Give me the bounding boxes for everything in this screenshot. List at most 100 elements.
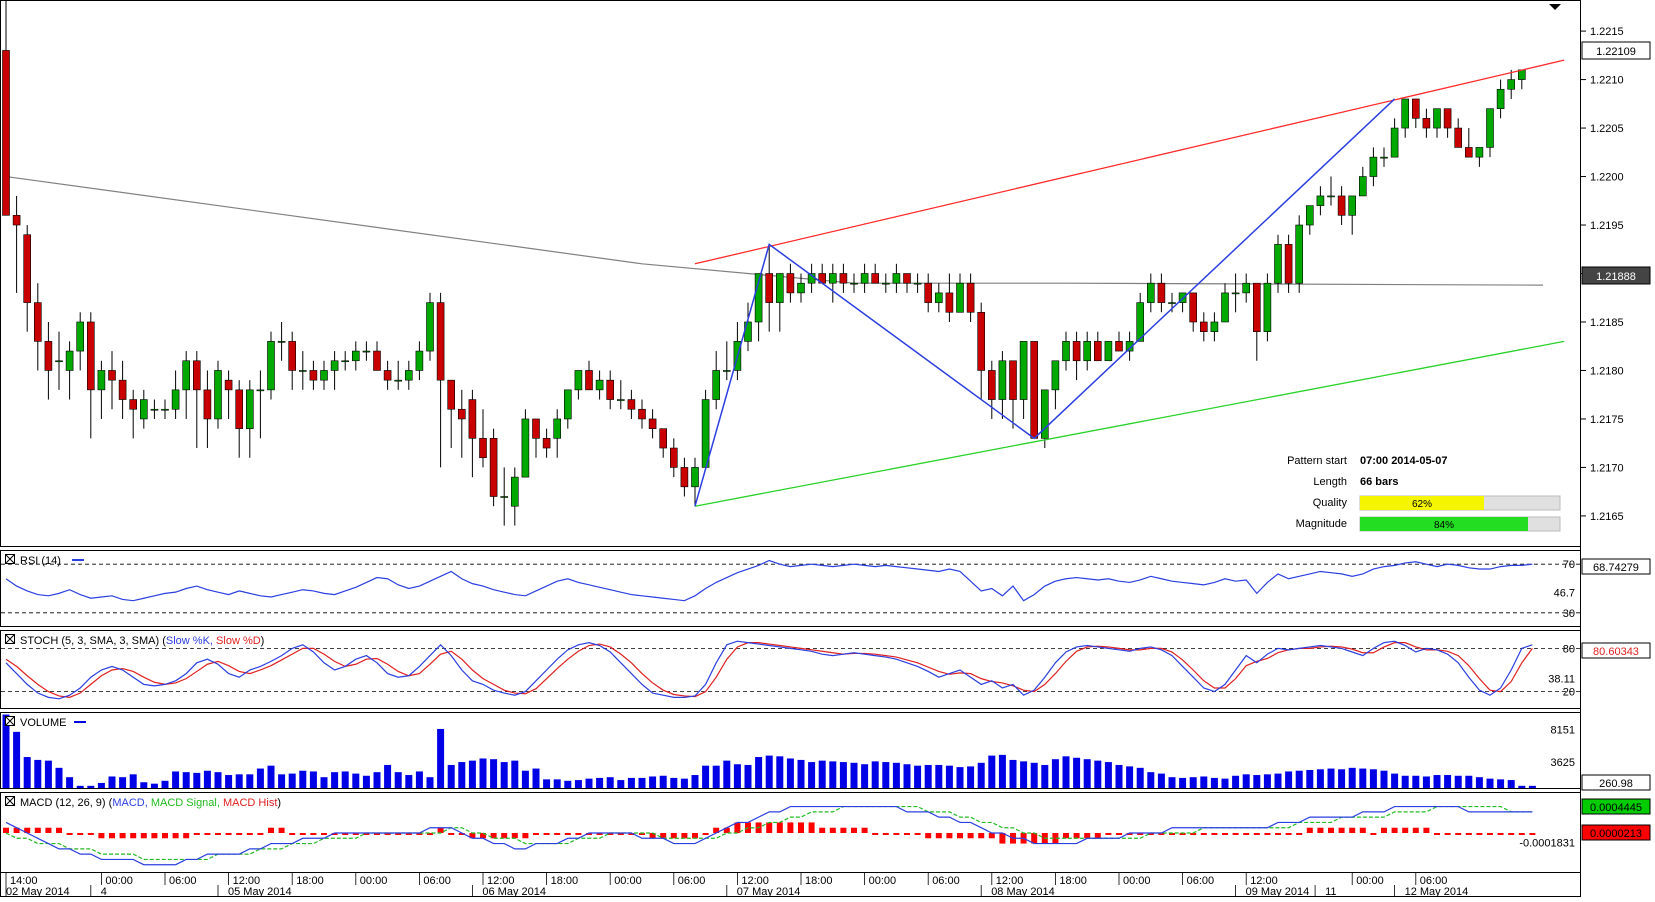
pattern-info-box: Pattern start 07:00 2014-05-07 Length 66… [1287,455,1561,532]
candle-body [924,282,933,303]
scroll-end-arrow-icon[interactable] [1549,4,1561,10]
macd-hist-bar [1200,833,1207,835]
macd-hist-bar [914,833,921,835]
candle-body [680,467,689,488]
stoch-close-icon[interactable] [5,634,15,644]
candle-body [1051,360,1060,391]
volume-bar [1115,764,1123,788]
quality-bar-fill [1360,496,1484,510]
candle-body [383,370,392,381]
candle-body [1030,341,1038,439]
rsi-value-tag: 68.74279 [1581,558,1651,575]
macd-hist-bar [395,833,402,835]
candle-body [97,370,106,391]
macd-hist-bar [299,833,306,835]
bull-candle [1083,331,1091,371]
bull-candle [712,351,721,410]
rsi-line [5,559,1533,602]
volume-bar [203,770,211,788]
macd-hist-bar [978,833,985,839]
candle-body [12,215,21,226]
volume-bar [320,777,328,788]
bull-candle [404,360,413,390]
volume-bar [1285,771,1293,788]
volume-bar [596,777,604,788]
candle-body [214,370,222,420]
candle-body [1189,292,1197,323]
macd-hist-bar [543,833,550,835]
candle-body [1253,282,1261,332]
macd-hist-bar [416,833,423,835]
time-tick-label: 12:00 [996,875,1024,887]
candle-body [33,302,42,342]
candle-body [1094,341,1102,362]
macd-hist-bar [1465,833,1472,835]
candle-body [341,360,350,363]
bull-candle [267,331,275,400]
volume-close-icon[interactable] [5,716,15,726]
volume-bar [1126,766,1134,788]
volume-bar [129,774,137,788]
candle-body [1147,282,1155,303]
volume-bar [829,761,837,788]
macd-hist-bar [1179,833,1186,835]
bear-candle [129,389,137,439]
bear-candle [765,244,774,332]
candle-body [1221,292,1229,323]
current-price-tag: 1.22109 [1596,46,1636,58]
macd-close-icon[interactable] [5,796,15,806]
macd-hist-bar [1264,833,1271,835]
bear-candle [1072,331,1081,381]
macd-hist-bar [639,833,645,835]
bear-candle [1284,234,1293,293]
candle-body [76,321,84,352]
candle-body [1115,341,1123,352]
time-tick-label: 00:00 [360,875,388,887]
macd-hist-bar [702,833,709,835]
rsi-close-icon[interactable] [5,554,15,564]
bull-candle [881,273,890,293]
time-tick-label: 00:00 [614,875,642,887]
bull-candle [1274,234,1282,293]
magnitude-value: 84% [1434,520,1454,531]
candle-body [118,379,127,400]
svg-text:MACD (12, 26, 9) (MACD,: MACD (12, 26, 9) (MACD, MACD Signal, MAC… [20,797,281,809]
volume-bar [1295,770,1303,788]
macd-hist-bar [766,822,773,833]
bull-candle [1221,283,1229,323]
volume-bar [712,765,720,788]
bear-candle [871,263,880,284]
bull-candle [298,351,307,390]
bull-candle [362,341,371,361]
volume-bar [458,762,466,788]
macd-hist-bar [1529,833,1536,835]
volume-bar [1200,776,1208,788]
volume-bar [521,770,529,788]
bear-candle [2,0,10,216]
bull-candle [500,467,509,526]
macd-hist-bar [1147,833,1154,835]
time-tick-label: 12:00 [1250,875,1278,887]
macd-hist-bar [193,833,200,835]
pattern-start-label: Pattern start [1287,455,1347,467]
volume-bar [214,772,222,788]
macd-hist-bar [246,833,253,835]
macd-hist-bar [66,833,73,835]
candle-body [1231,292,1240,295]
bear-candle [987,360,996,419]
macd-hist-bar [405,833,412,835]
bull-candle [775,273,784,332]
candle-body [701,399,710,468]
volume-bar [564,780,572,788]
volume-bar [765,755,773,788]
bull-candle [341,351,350,371]
time-tick-label: 06:00 [678,875,706,887]
candle-body [65,350,74,371]
candle-body [1009,360,1017,400]
day-label: 12 May 2014 [1405,886,1469,897]
svg-text:STOCH (5, 3, SMA, 3, SMA): STOCH (5, 3, SMA, 3, SMA) (Slow %K, Slow… [20,635,264,647]
candle-body [1433,108,1441,129]
bull-candle [691,457,699,507]
volume-bar [977,762,985,788]
